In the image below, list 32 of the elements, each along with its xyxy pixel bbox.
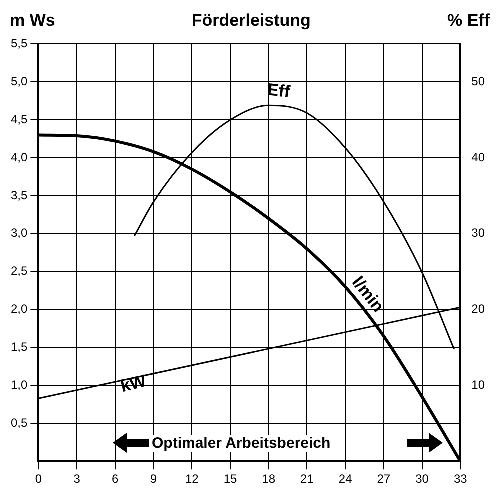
x-tick-label: 18 — [262, 472, 276, 486]
y-tick-label: 3,0 — [10, 226, 28, 240]
y2-tick-label: 20 — [472, 302, 486, 316]
y-tick-label: 5,0 — [10, 74, 28, 88]
y2-axis-title: % Eff — [447, 11, 490, 31]
y-tick-label: 5,5 — [10, 36, 28, 51]
x-tick-label: 9 — [150, 472, 158, 486]
y-tick-label: 4,0 — [10, 150, 28, 164]
x-tick-label: 33 — [454, 472, 468, 486]
x-tick-label: 6 — [112, 472, 120, 486]
y-tick-label: 3,5 — [10, 188, 28, 202]
y2-tick-label: 10 — [472, 378, 486, 392]
y2-tick-label: 50 — [472, 74, 486, 88]
y-tick-label: 0,5 — [10, 416, 28, 430]
y-tick-label: 2,0 — [10, 302, 28, 316]
x-tick-label: 15 — [224, 472, 238, 486]
annotation: Optimaler Arbeitsbereich — [149, 434, 334, 452]
x-tick-label: 3 — [74, 472, 81, 486]
x-tick-label: 27 — [377, 472, 391, 486]
y2-tick-label: 30 — [472, 226, 486, 240]
y-tick-label: 1,5 — [10, 340, 28, 354]
x-tick-label: 21 — [300, 472, 314, 486]
y-axis-title: m Ws — [10, 11, 56, 31]
x-tick-label: 24 — [338, 472, 353, 486]
x-tick-label: 0 — [35, 472, 42, 486]
chart-title: Förderleistung — [192, 11, 311, 31]
y-tick-label: 1,0 — [10, 378, 28, 392]
y-tick-label: 2,5 — [10, 264, 28, 278]
x-tick-label: 12 — [185, 472, 200, 486]
y2-tick-label: 40 — [472, 150, 486, 164]
y-tick-label: 4,5 — [10, 112, 28, 126]
x-tick-label: 30 — [416, 472, 430, 486]
